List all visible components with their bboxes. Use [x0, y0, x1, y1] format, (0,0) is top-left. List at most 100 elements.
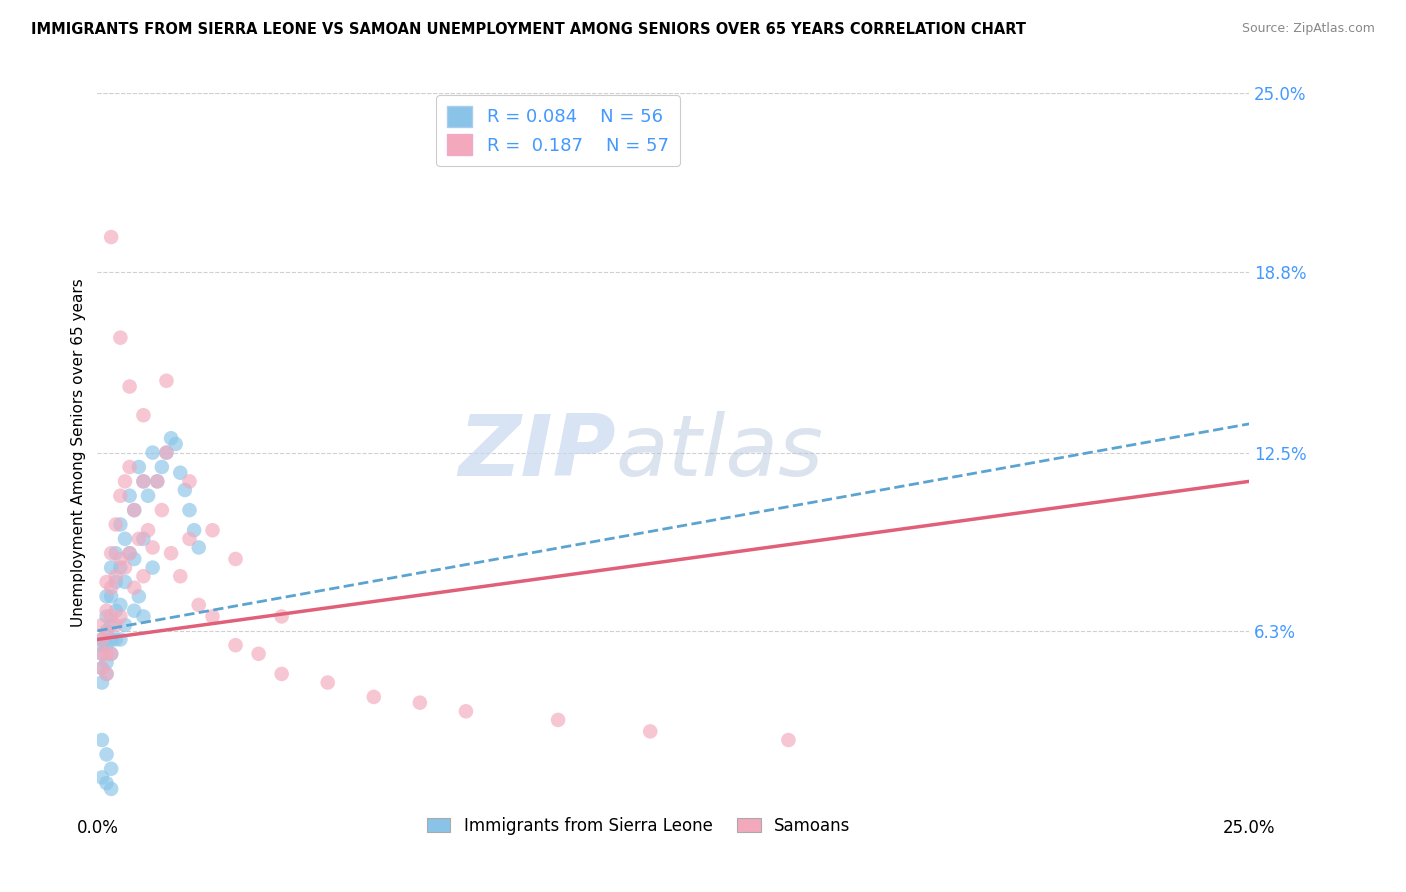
Point — [100, 647, 122, 661]
Point — [114, 475, 136, 489]
Point — [201, 523, 224, 537]
Point — [160, 546, 183, 560]
Point — [104, 546, 127, 560]
Point — [91, 647, 114, 661]
Point — [155, 445, 177, 459]
Point — [96, 747, 118, 762]
Point — [100, 581, 122, 595]
Point — [110, 560, 132, 574]
Point — [270, 609, 292, 624]
Point — [454, 704, 477, 718]
Point — [96, 574, 118, 589]
Point — [96, 604, 118, 618]
Point — [547, 713, 569, 727]
Point — [136, 523, 159, 537]
Point — [155, 374, 177, 388]
Point — [104, 604, 127, 618]
Point — [132, 475, 155, 489]
Point — [114, 560, 136, 574]
Point — [110, 632, 132, 647]
Point — [110, 552, 132, 566]
Point — [91, 675, 114, 690]
Point — [132, 475, 155, 489]
Point — [91, 632, 114, 647]
Point — [179, 475, 201, 489]
Point — [179, 503, 201, 517]
Point — [160, 431, 183, 445]
Point — [96, 590, 118, 604]
Point — [146, 475, 169, 489]
Legend: Immigrants from Sierra Leone, Samoans: Immigrants from Sierra Leone, Samoans — [419, 808, 859, 843]
Point — [132, 609, 155, 624]
Point — [100, 609, 122, 624]
Point — [96, 656, 118, 670]
Point — [638, 724, 661, 739]
Point — [187, 598, 209, 612]
Point — [91, 771, 114, 785]
Point — [128, 590, 150, 604]
Point — [122, 503, 145, 517]
Point — [100, 618, 122, 632]
Point — [173, 483, 195, 497]
Point — [122, 503, 145, 517]
Point — [122, 581, 145, 595]
Point — [247, 647, 270, 661]
Point — [132, 409, 155, 423]
Point — [225, 638, 247, 652]
Text: ZIP: ZIP — [458, 411, 616, 494]
Point — [96, 624, 118, 638]
Point — [118, 379, 141, 393]
Point — [114, 574, 136, 589]
Point — [96, 776, 118, 790]
Point — [110, 517, 132, 532]
Point — [91, 661, 114, 675]
Point — [146, 475, 169, 489]
Point — [778, 733, 800, 747]
Point — [169, 569, 191, 583]
Point — [96, 609, 118, 624]
Point — [104, 632, 127, 647]
Text: atlas: atlas — [616, 411, 824, 494]
Point — [100, 560, 122, 574]
Point — [179, 532, 201, 546]
Point — [100, 647, 122, 661]
Point — [110, 331, 132, 345]
Point — [91, 638, 114, 652]
Point — [142, 445, 165, 459]
Point — [114, 618, 136, 632]
Point — [187, 541, 209, 555]
Point — [91, 647, 114, 661]
Point — [118, 546, 141, 560]
Point — [132, 532, 155, 546]
Text: Source: ZipAtlas.com: Source: ZipAtlas.com — [1241, 22, 1375, 36]
Point — [118, 460, 141, 475]
Point — [91, 632, 114, 647]
Point — [363, 690, 385, 704]
Point — [201, 609, 224, 624]
Point — [316, 675, 339, 690]
Point — [225, 552, 247, 566]
Point — [100, 590, 122, 604]
Point — [128, 460, 150, 475]
Point — [96, 638, 118, 652]
Point — [132, 569, 155, 583]
Point — [91, 661, 114, 675]
Point — [96, 667, 118, 681]
Point — [110, 489, 132, 503]
Point — [128, 532, 150, 546]
Point — [155, 445, 177, 459]
Point — [110, 609, 132, 624]
Point — [142, 541, 165, 555]
Point — [100, 632, 122, 647]
Point — [270, 667, 292, 681]
Point — [100, 546, 122, 560]
Point — [150, 503, 173, 517]
Point — [118, 546, 141, 560]
Point — [110, 598, 132, 612]
Point — [169, 466, 191, 480]
Point — [409, 696, 432, 710]
Y-axis label: Unemployment Among Seniors over 65 years: Unemployment Among Seniors over 65 years — [72, 278, 86, 627]
Point — [100, 230, 122, 244]
Point — [96, 647, 118, 661]
Point — [122, 552, 145, 566]
